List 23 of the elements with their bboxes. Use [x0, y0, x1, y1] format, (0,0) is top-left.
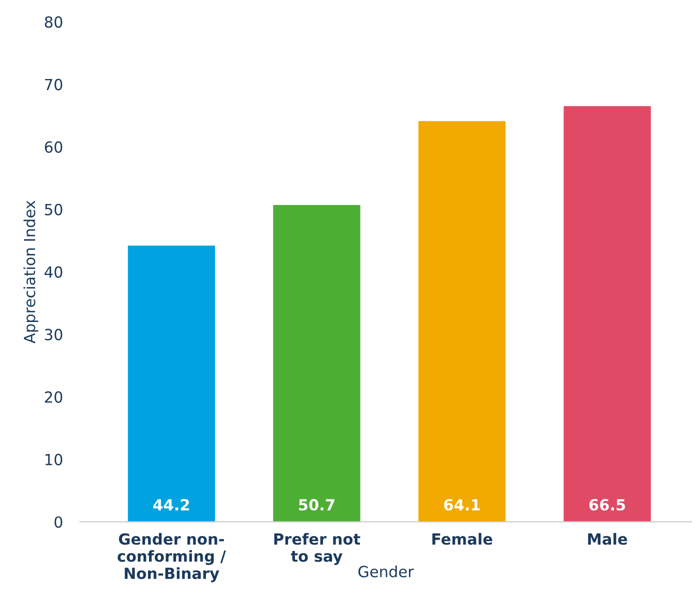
- data-label: 64.1: [444, 499, 480, 511]
- y-tick-label: 60: [44, 141, 62, 153]
- y-tick-label: 80: [44, 16, 62, 28]
- x-tick-label: Female: [432, 532, 492, 545]
- data-label: 44.2: [153, 499, 189, 510]
- y-tick-label: 40: [44, 266, 62, 278]
- y-tick-label: 30: [44, 328, 62, 340]
- bar: [128, 246, 216, 522]
- x-axis-title: Gender: [358, 566, 414, 578]
- data-label: 50.7: [299, 499, 334, 511]
- x-tick-label: Gender non- conforming / Non-Binary: [118, 532, 226, 582]
- y-tick-label: 0: [54, 516, 62, 528]
- x-tick-label: Male: [588, 532, 628, 545]
- y-axis-title: Appreciation Index: [23, 200, 38, 344]
- bar: [273, 204, 360, 522]
- bar: [564, 106, 651, 522]
- x-tick-label: Prefer not to say: [274, 532, 360, 565]
- y-tick-label: 70: [45, 78, 62, 90]
- y-tick-label: 50: [44, 204, 62, 216]
- y-tick-label: 10: [45, 454, 62, 466]
- y-tick-label: 20: [44, 391, 62, 403]
- data-label: 66.5: [589, 499, 626, 511]
- bar: [418, 121, 506, 522]
